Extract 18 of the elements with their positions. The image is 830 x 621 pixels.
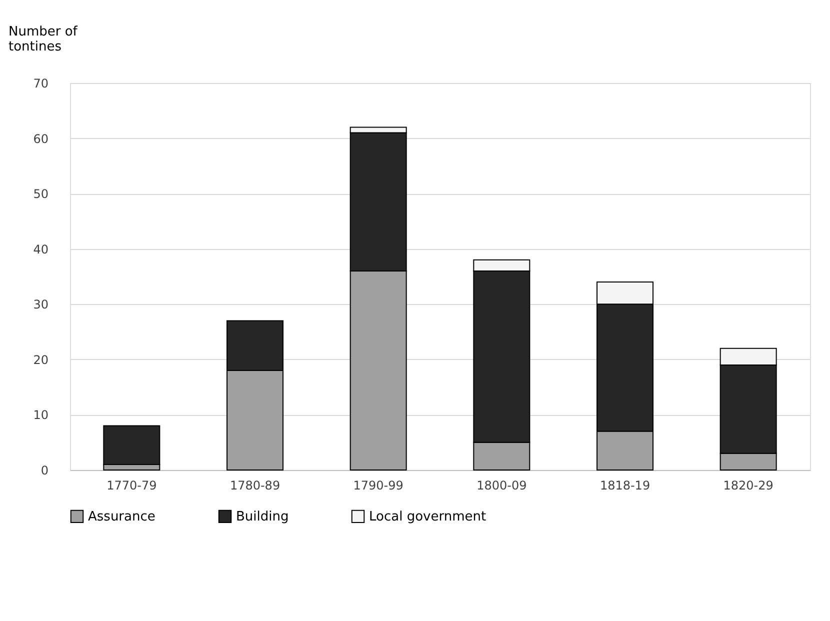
x-tick-label: 1780-89	[230, 478, 280, 492]
x-tick-label: 1800-09	[476, 478, 527, 492]
legend-label: Building	[236, 509, 289, 524]
y-axis-title: Number of tontines	[8, 24, 78, 54]
legend-label: Assurance	[88, 509, 156, 524]
x-tick-label: 1820-29	[723, 478, 774, 492]
legend-label: Local government	[369, 509, 486, 524]
y-tick-label: 30	[33, 298, 48, 312]
y-tick-label: 10	[33, 408, 48, 422]
x-tick-label: 1770-79	[106, 478, 157, 492]
y-tick-label: 60	[33, 132, 48, 146]
y-tick-label: 50	[33, 187, 48, 202]
y-tick-label: 20	[33, 352, 48, 367]
x-tick-label: 1790-99	[353, 478, 404, 492]
y-tick-label: 0	[40, 464, 48, 478]
x-tick-label: 1818-19	[600, 478, 650, 492]
y-tick-label: 70	[33, 76, 48, 90]
y-tick-label: 40	[33, 242, 48, 256]
